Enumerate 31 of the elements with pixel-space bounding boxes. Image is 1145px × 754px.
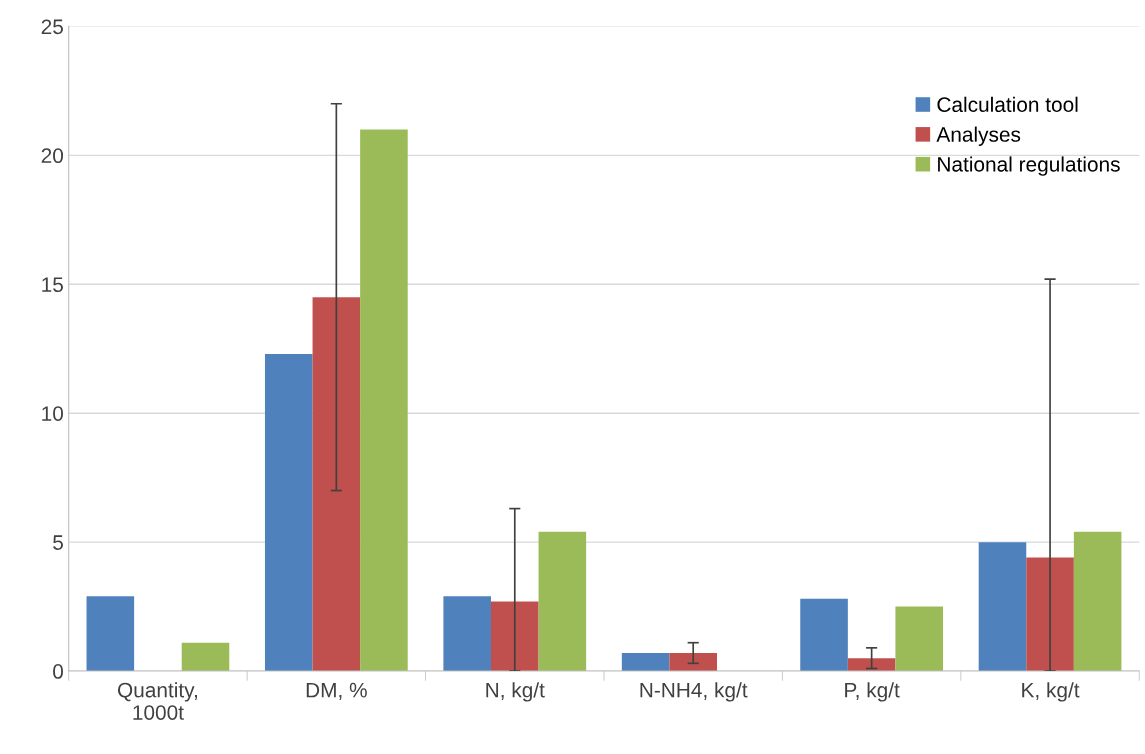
- y-tick-label: 15: [42, 277, 63, 293]
- x-tick-label: Quantity, 1000t: [117, 682, 197, 720]
- bar: [1026, 557, 1074, 672]
- bar: [490, 601, 539, 672]
- bar: [264, 353, 313, 672]
- bar: [847, 658, 896, 672]
- legend-label: Analyses: [936, 126, 1021, 146]
- x-tick-label: N, kg/t: [486, 682, 545, 702]
- bar: [360, 129, 408, 672]
- bar: [181, 642, 230, 672]
- y-tick-label: 20: [41, 148, 64, 164]
- x-tick-label: DM, %: [306, 682, 367, 700]
- x-tick-label: K, kg/t: [1022, 682, 1080, 702]
- bar: [538, 531, 587, 672]
- x-tick-label: N-NH4, kg/t: [640, 682, 748, 702]
- y-tick-label: 5: [53, 535, 63, 550]
- y-tick-label: 10: [42, 406, 64, 421]
- bar: [800, 598, 848, 672]
- bar: [86, 596, 135, 672]
- y-tick-label: 25: [41, 19, 63, 35]
- bar: [312, 297, 361, 672]
- x-tick-label: P, kg/t: [845, 682, 900, 702]
- bar: [978, 542, 1027, 672]
- legend-label: National regulations: [938, 156, 1120, 176]
- bar: [895, 606, 943, 672]
- bar: [1073, 531, 1122, 672]
- legend-label: Calculation tool: [937, 96, 1078, 113]
- bar: [669, 653, 717, 672]
- bar: [621, 653, 670, 672]
- y-tick-label: 0: [53, 664, 64, 679]
- bar: [443, 596, 491, 672]
